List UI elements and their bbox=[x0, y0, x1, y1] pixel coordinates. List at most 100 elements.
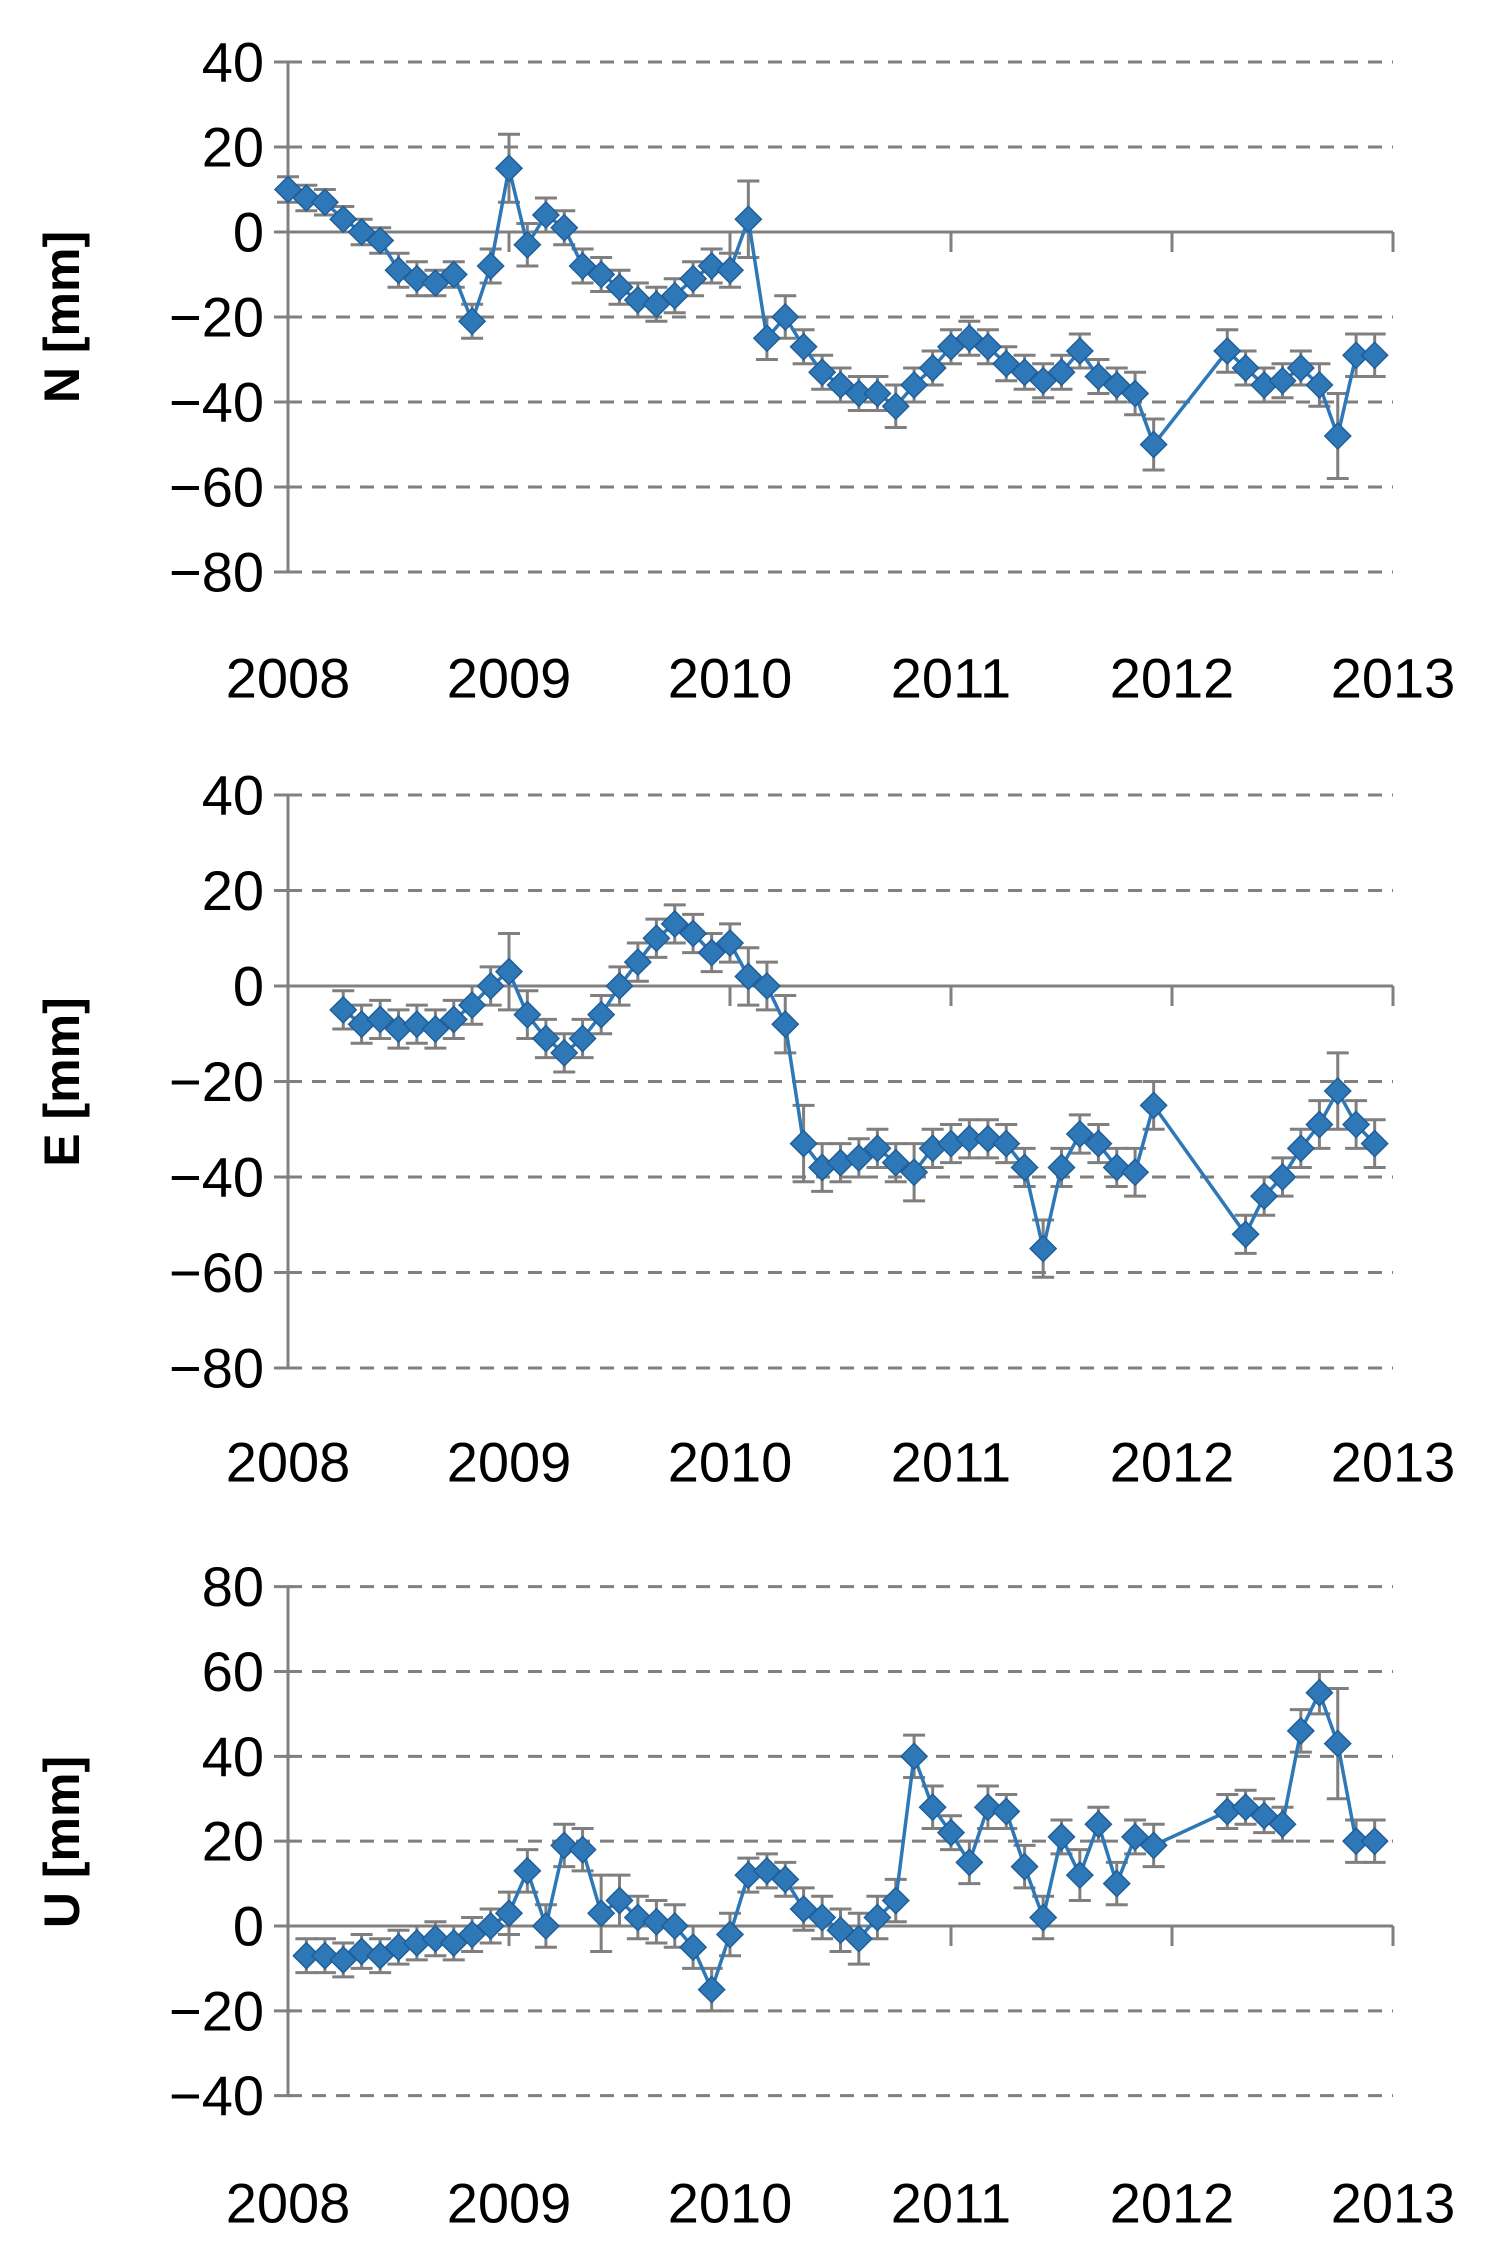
data-point-marker bbox=[1121, 1158, 1150, 1187]
data-point-marker bbox=[1065, 1861, 1094, 1890]
data-point-marker bbox=[1268, 366, 1297, 395]
data-point-marker bbox=[347, 217, 376, 247]
data-point-marker bbox=[697, 1975, 726, 2004]
data-point-marker bbox=[1029, 1234, 1058, 1263]
data-point-marker bbox=[863, 1903, 892, 1932]
data-point-marker bbox=[1084, 1129, 1113, 1158]
data-point-marker bbox=[1305, 1678, 1334, 1707]
data-point-marker bbox=[973, 1793, 1002, 1822]
data-point-marker bbox=[734, 205, 763, 234]
data-point-marker bbox=[421, 1014, 450, 1044]
data-point-marker bbox=[789, 332, 818, 361]
data-point-marker bbox=[1231, 353, 1260, 383]
data-point-marker bbox=[881, 1148, 910, 1177]
x-tick-label: 2013 bbox=[1331, 647, 1456, 710]
data-point-marker bbox=[918, 1793, 947, 1822]
data-point-marker bbox=[1286, 353, 1315, 383]
data-point-marker bbox=[476, 971, 505, 1001]
data-point-marker bbox=[1342, 1110, 1371, 1139]
y-tick-label: 60 bbox=[202, 1640, 264, 1703]
data-point-marker bbox=[1065, 336, 1094, 366]
data-point-marker bbox=[550, 1038, 579, 1067]
data-point-marker bbox=[402, 264, 431, 293]
data-point-marker bbox=[808, 1903, 837, 1932]
y-tick-label: 20 bbox=[202, 859, 264, 922]
y-tick-label: 40 bbox=[202, 1725, 264, 1788]
y-tick-label: −20 bbox=[169, 1050, 264, 1113]
y-tick-label: 20 bbox=[202, 1810, 264, 1873]
data-point-marker bbox=[642, 924, 671, 953]
data-point-marker bbox=[1121, 379, 1150, 408]
data-point-marker bbox=[347, 1937, 376, 1966]
data-point-marker bbox=[366, 226, 395, 255]
data-point-marker bbox=[789, 1129, 818, 1158]
data-point-marker bbox=[1010, 358, 1039, 387]
data-point-marker bbox=[715, 256, 745, 285]
x-tick-label: 2013 bbox=[1331, 2172, 1456, 2235]
data-point-marker bbox=[1139, 1831, 1168, 1860]
data-point-marker bbox=[1139, 1091, 1168, 1120]
data-point-marker bbox=[697, 938, 726, 967]
data-point-marker bbox=[1323, 421, 1352, 451]
data-point-marker bbox=[752, 324, 781, 353]
x-tick-label: 2008 bbox=[226, 2172, 351, 2235]
x-tick-label: 2010 bbox=[668, 2172, 793, 2235]
data-point-marker bbox=[568, 1835, 597, 1864]
data-point-marker bbox=[955, 324, 984, 353]
data-point-marker bbox=[1213, 336, 1242, 366]
data-point-marker bbox=[531, 1911, 560, 1941]
data-point-marker bbox=[1250, 1801, 1279, 1830]
data-point-marker bbox=[1268, 1162, 1297, 1192]
data-point-marker bbox=[458, 307, 487, 336]
data-point-marker bbox=[844, 1924, 873, 1953]
data-point-marker bbox=[292, 183, 321, 213]
data-point-marker bbox=[1342, 1827, 1371, 1856]
data-point-marker bbox=[1286, 1716, 1315, 1745]
data-point-marker bbox=[1323, 1729, 1352, 1758]
data-point-marker bbox=[679, 264, 708, 293]
data-point-marker bbox=[881, 1886, 910, 1915]
data-point-marker bbox=[771, 1010, 800, 1039]
data-point-marker bbox=[808, 358, 837, 387]
data-point-marker bbox=[1360, 1129, 1389, 1158]
data-points bbox=[292, 1678, 1389, 2004]
data-point-marker bbox=[936, 1818, 966, 1847]
data-point-marker bbox=[513, 1856, 542, 1885]
data-point-marker bbox=[752, 1856, 781, 1885]
data-point-marker bbox=[1305, 1110, 1334, 1139]
data-point-marker bbox=[900, 1158, 929, 1187]
data-point-marker bbox=[1342, 341, 1371, 370]
x-tick-label: 2012 bbox=[1110, 2172, 1235, 2235]
data-point-marker bbox=[605, 971, 634, 1001]
data-point-marker bbox=[476, 1911, 505, 1941]
data-point-marker bbox=[476, 251, 505, 281]
y-tick-label: −40 bbox=[169, 2064, 264, 2127]
y-tick-label: −40 bbox=[169, 371, 264, 434]
data-point-marker bbox=[531, 1024, 560, 1053]
data-point-marker bbox=[623, 1903, 652, 1932]
data-point-marker bbox=[900, 1742, 929, 1771]
y-tick-label: 20 bbox=[202, 116, 264, 179]
x-tick-label: 2008 bbox=[226, 647, 351, 710]
data-point-marker bbox=[494, 1899, 524, 1928]
x-tick-label: 2009 bbox=[447, 647, 572, 710]
x-tick-label: 2012 bbox=[1110, 647, 1235, 710]
x-tick-label: 2011 bbox=[891, 1431, 1011, 1494]
y-tick-label: −60 bbox=[169, 456, 264, 519]
data-point-marker bbox=[1268, 1810, 1297, 1839]
x-tick-label: 2009 bbox=[447, 1431, 572, 1494]
data-point-marker bbox=[1250, 1182, 1279, 1211]
data-point-marker bbox=[587, 260, 616, 289]
data-point-marker bbox=[1084, 1810, 1113, 1839]
data-point-marker bbox=[715, 928, 745, 958]
data-point-marker bbox=[642, 1907, 671, 1936]
data-point-marker bbox=[1286, 1134, 1315, 1163]
data-point-marker bbox=[550, 1831, 579, 1860]
data-point-marker bbox=[439, 260, 468, 289]
data-point-marker bbox=[1010, 1153, 1039, 1182]
data-point-marker bbox=[844, 1143, 873, 1172]
data-point-marker bbox=[1360, 341, 1389, 370]
data-point-marker bbox=[1047, 1153, 1076, 1182]
data-point-marker bbox=[605, 273, 634, 302]
